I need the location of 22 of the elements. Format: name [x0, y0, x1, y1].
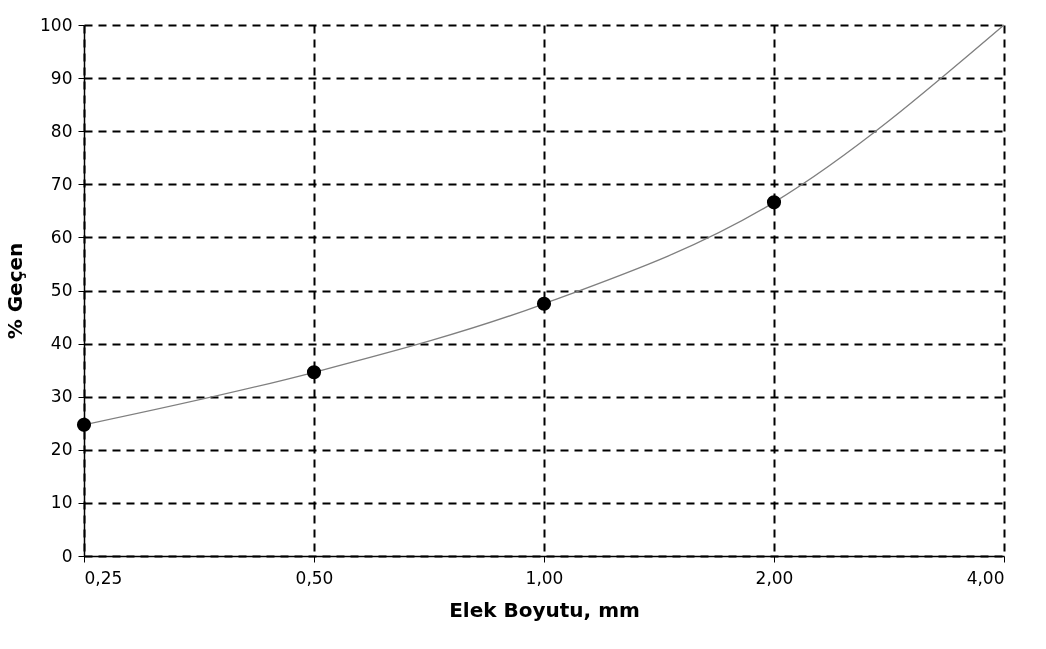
y-tick-label: 0 — [61, 545, 73, 566]
y-tick-label: 20 — [50, 439, 73, 460]
point — [766, 195, 782, 210]
x-tick-label: 0,25 — [84, 567, 123, 588]
y-tick-label: 60 — [50, 226, 73, 247]
y-tick-label: 100 — [40, 14, 73, 35]
y-tick-label: 70 — [50, 173, 73, 194]
x-tick-label: 2,00 — [755, 567, 794, 588]
y-tick-label: 30 — [50, 386, 73, 407]
y-tick-label: 50 — [50, 280, 73, 300]
y-tick-label: 40 — [50, 333, 73, 354]
x-tick-label: 0,50 — [295, 567, 334, 588]
point — [536, 296, 552, 311]
point — [76, 417, 92, 432]
y-tick-label: 90 — [50, 67, 73, 88]
y-tick-label: 80 — [50, 120, 73, 141]
x-tick-label: 4,00 — [966, 567, 1005, 588]
x-tick-label: 1,00 — [525, 567, 564, 588]
y-tick-label: 10 — [50, 492, 73, 513]
point — [306, 365, 322, 380]
y-axis-title: % Geçen — [3, 242, 28, 340]
x-axis-title: Elek Boyutu, mm — [449, 597, 640, 622]
